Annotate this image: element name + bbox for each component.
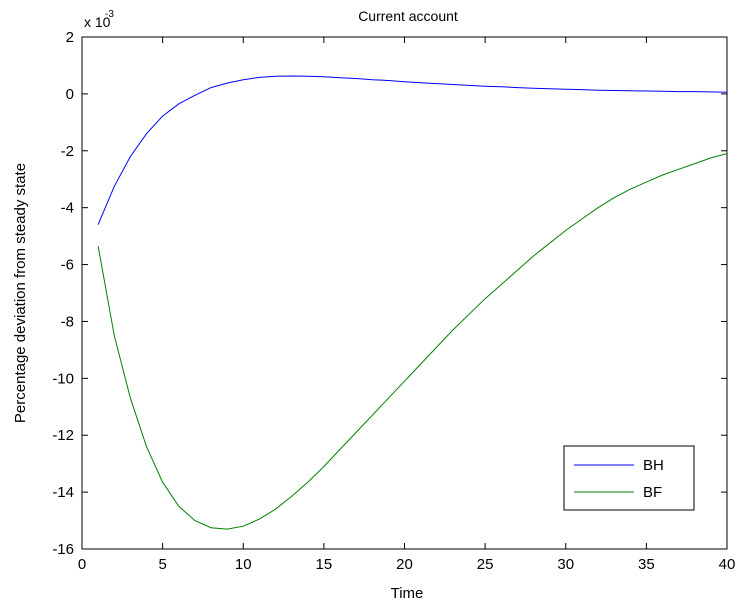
legend: BH BF xyxy=(563,445,695,511)
x-tick-label: 20 xyxy=(396,556,413,573)
legend-label-bh: BH xyxy=(643,457,664,474)
y-tick-label: -14 xyxy=(52,484,74,501)
x-tick-label: 25 xyxy=(477,556,494,573)
x-tick-label: 35 xyxy=(638,556,655,573)
y-axis-label: Percentage deviation from steady state xyxy=(12,163,29,423)
y-tick-label: -16 xyxy=(52,541,74,558)
series-layer xyxy=(97,75,728,530)
x-axis-label: Time xyxy=(391,585,424,602)
y-tick-label: -2 xyxy=(61,143,74,160)
y-tick-label: -12 xyxy=(52,427,74,444)
y-tick-label: 0 xyxy=(66,86,74,103)
legend-box xyxy=(563,445,695,511)
series-line-bf xyxy=(97,153,728,530)
x-tick-label: 10 xyxy=(235,556,252,573)
y-scale-exponent: -3 xyxy=(105,9,114,20)
series-line-bh xyxy=(97,75,728,225)
y-tick-label: -6 xyxy=(61,257,74,274)
x-tick-label: 0 xyxy=(78,556,86,573)
y-tick-label: -10 xyxy=(52,370,74,387)
axis-ticks: 0 5 10 15 20 25 30 35 40 -16 -14 -12 -10 -8 -6 -4 -2 0 2 xyxy=(52,29,735,573)
chart-title: Current account xyxy=(358,8,458,24)
x-tick-label: 15 xyxy=(316,556,333,573)
legend-label-bf: BF xyxy=(643,484,662,501)
y-tick-label: -8 xyxy=(61,313,74,330)
x-tick-label: 30 xyxy=(557,556,574,573)
y-tick-label: -4 xyxy=(61,200,74,217)
y-tick-label: 2 xyxy=(66,29,74,46)
y-scale-base: x 10 xyxy=(84,14,111,30)
x-tick-label: 40 xyxy=(719,556,736,573)
x-tick-label: 5 xyxy=(158,556,166,573)
